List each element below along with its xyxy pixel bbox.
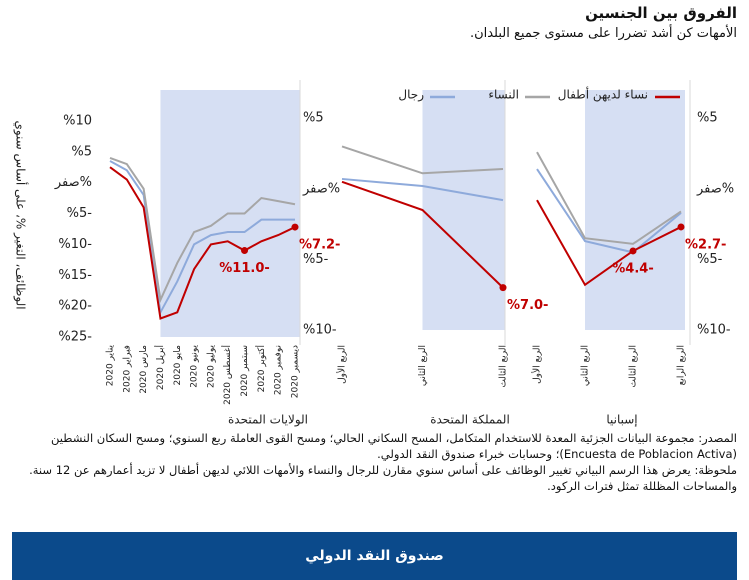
x-tick-label: يناير 2020: [106, 345, 116, 387]
chart: الوظائف، التغير %، على أساس سنوي %25- %20…: [13, 80, 734, 428]
y-tick-label: صفر%: [302, 181, 340, 196]
data-label: %4.4-: [612, 261, 653, 276]
x-tick-label: أكتوبر 2020: [255, 345, 267, 392]
data-point: [241, 247, 249, 255]
x-tick-label: نوفمبر 2020: [274, 345, 284, 395]
recession-shading: [422, 90, 505, 330]
y-tick-label: %5-: [67, 206, 93, 221]
note: ملحوظة: يعرض هذا الرسم البياني تغيير الو…: [29, 463, 737, 493]
subtitle: الأمهات كن أشد تضررا على مستوى جميع البل…: [469, 26, 737, 41]
y-tick-label: %5-: [697, 252, 723, 267]
x-tick-label: يونيو 2020: [190, 345, 200, 388]
x-tick-label: مايو 2020: [173, 345, 183, 386]
x-tick-label: مارس 2020: [139, 345, 149, 394]
y-tick-label: %5: [303, 111, 324, 126]
data-point: [499, 284, 507, 292]
x-tick-label: الربع الثاني: [418, 345, 428, 386]
y-tick-label: صفر%: [54, 175, 92, 190]
series-line: [341, 180, 504, 289]
data-label: %7.0-: [507, 298, 548, 313]
notes: المصدر: مجموعة البيانات الجزئية المعدة ل…: [12, 430, 737, 494]
y-tick-label: صفر%: [696, 181, 734, 196]
x-tick-label: الربع الأول: [531, 345, 543, 384]
series-line: [341, 145, 504, 175]
footer: صندوق النقد الدولي: [12, 532, 737, 580]
x-tick-label: فبراير 2020: [122, 345, 132, 393]
x-tick-label: أغسطس 2020: [221, 345, 233, 405]
x-tick-label: أبريل 2020: [154, 345, 166, 390]
x-tick-label: الربع الثالث: [499, 345, 509, 388]
y-tick-label: %5: [697, 111, 718, 126]
x-tick-label: ديسمبر 2020: [291, 345, 301, 398]
data-point: [629, 247, 637, 255]
y-tick-label: %10-: [697, 323, 731, 338]
data-point: [291, 223, 299, 231]
series-line: [109, 166, 296, 320]
data-label: %11.0-: [219, 261, 270, 276]
y-axis-title: الوظائف، التغير %، على أساس سنوي: [13, 120, 29, 309]
series-line: [109, 156, 296, 304]
y-tick-label: %15-: [58, 268, 92, 283]
legend-label: رجال: [398, 88, 424, 103]
series-line: [109, 160, 295, 316]
y-tick-label: %25-: [58, 330, 92, 345]
series-line: [536, 151, 682, 245]
x-tick-label: سبتمبر 2020: [240, 345, 250, 397]
series-line: [536, 168, 682, 254]
panel-label: إسبانيا: [606, 413, 637, 427]
y-tick-label: %10: [63, 113, 92, 128]
legend-label: النساء: [488, 88, 519, 102]
x-tick-label: الربع الثالث: [629, 345, 639, 388]
panel-label: الولايات المتحدة: [228, 413, 308, 428]
x-tick-label: الربع الرابع: [677, 345, 687, 385]
source-note: المصدر: مجموعة البيانات الجزئية المعدة ل…: [51, 431, 737, 461]
data-label: %7.2-: [299, 238, 340, 253]
legend-label: نساء لديهن أطفال: [558, 87, 648, 103]
y-tick-label: %10-: [58, 237, 92, 252]
x-tick-label: الربع الأول: [336, 345, 348, 384]
data-point: [677, 223, 685, 231]
data-label: %2.7-: [685, 237, 726, 252]
x-tick-label: يوليو 2020: [206, 345, 216, 389]
y-tick-label: %10-: [303, 323, 337, 338]
y-tick-label: %5: [71, 144, 92, 159]
series-line: [341, 177, 504, 202]
x-tick-label: الربع الثاني: [581, 345, 591, 386]
title: الفروق بين الجنسين: [585, 4, 737, 22]
series-line: [536, 199, 682, 287]
panel-label: المملكة المتحدة: [430, 413, 510, 427]
y-tick-label: %20-: [58, 299, 92, 314]
recession-shading: [585, 90, 685, 330]
y-tick-label: %5-: [303, 252, 329, 267]
